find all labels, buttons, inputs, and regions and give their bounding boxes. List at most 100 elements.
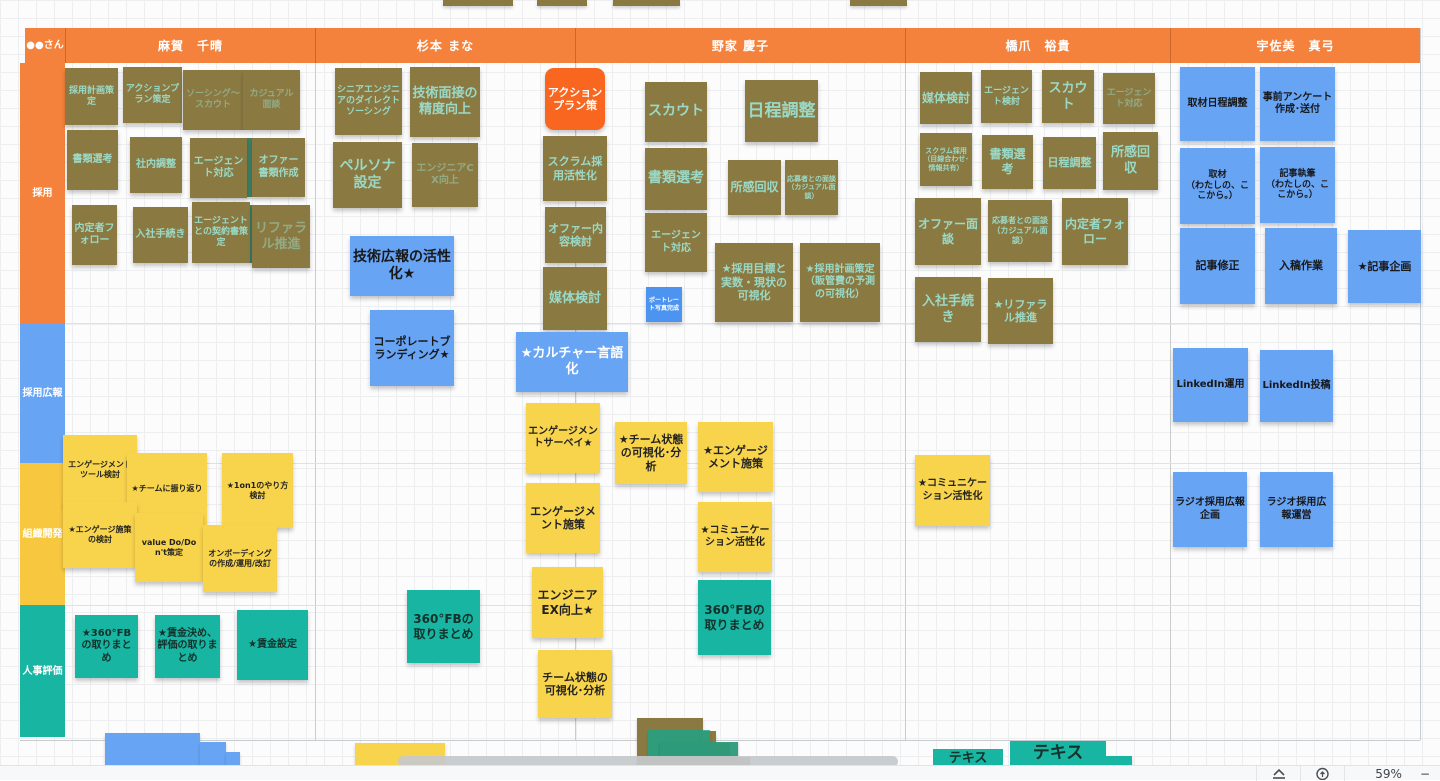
sticky-note[interactable]: ★記事企画 — [1348, 230, 1421, 303]
sticky-note[interactable]: 応募者との面談（カジュアル面談） — [785, 160, 838, 215]
sticky-note[interactable]: LinkedIn運用 — [1173, 348, 1248, 422]
locate-icon[interactable] — [1300, 766, 1344, 781]
sticky-note[interactable]: エージェントとの契約書策定 — [192, 202, 250, 263]
row-label-4[interactable]: 人事評価 — [20, 605, 65, 737]
sticky-note[interactable]: 書類選考 — [67, 130, 118, 190]
partial-note[interactable] — [443, 0, 513, 6]
sticky-note[interactable]: 内定者フォロー — [1062, 198, 1128, 265]
sticky-note[interactable]: エージェント対応 — [190, 138, 247, 198]
sticky-note[interactable]: 日程調整 — [745, 80, 818, 142]
sticky-note[interactable]: 所感回収 — [728, 160, 781, 215]
row-label-2[interactable]: 採用広報 — [20, 323, 65, 463]
sticky-note[interactable]: オファー書類作成 — [252, 138, 305, 197]
sticky-note[interactable]: 媒体検討 — [920, 72, 972, 124]
sticky-note[interactable]: ★採用計画策定（販管費の予測の可視化） — [800, 243, 880, 322]
sticky-note[interactable]: カジュアル面談 — [243, 70, 300, 130]
column-header-1[interactable]: 麻賀 千晴 — [65, 28, 315, 63]
sticky-note[interactable]: ★採用目標と実数・現状の可視化 — [715, 243, 793, 322]
sticky-note[interactable]: 書類選考 — [982, 135, 1033, 189]
sticky-note[interactable]: ★360°FBの取りまとめ — [75, 615, 138, 678]
sticky-note[interactable]: 技術面接の精度向上 — [410, 67, 480, 137]
sticky-note[interactable]: 媒体検討 — [543, 267, 607, 330]
sticky-note[interactable]: 取材 （わたしの、ここから。） — [1180, 148, 1255, 224]
partial-note[interactable] — [105, 733, 200, 765]
sticky-note[interactable]: ポートレート写真完成 — [646, 287, 682, 322]
sticky-note[interactable]: エンジニアEX向上★ — [532, 567, 603, 638]
sticky-note[interactable]: 書類選考 — [645, 148, 707, 210]
sticky-note[interactable]: シニアエンジニアのダイレクトソーシング — [335, 68, 402, 135]
sticky-note[interactable]: ★1on1のやり方検討 — [222, 453, 293, 528]
sticky-note[interactable]: アクションプラン策 — [545, 68, 605, 130]
sticky-note[interactable]: スカウト — [645, 82, 707, 142]
sticky-note[interactable]: ★コミュニケーション活性化 — [915, 455, 990, 526]
sticky-note[interactable]: エージェント対応 — [1103, 73, 1155, 124]
partial-note[interactable] — [200, 742, 226, 765]
sticky-note[interactable]: エンゲージメントサーベイ★ — [526, 403, 600, 473]
sticky-note[interactable]: ★カルチャー言語化 — [516, 332, 628, 392]
partial-note[interactable] — [245, 138, 252, 197]
sticky-note[interactable]: チーム状態の可視化･分析 — [538, 650, 612, 718]
zoom-level[interactable]: 59% — [1375, 767, 1402, 781]
sticky-note[interactable]: ★エンゲージメント施策 — [698, 422, 773, 492]
row-label-3[interactable]: 組織開発 — [20, 463, 65, 605]
matrix-owner-cell[interactable]: ●●さん — [25, 28, 65, 63]
sticky-note[interactable]: ★賃金決め、評価の取りまとめ — [155, 615, 220, 678]
partial-note[interactable] — [850, 0, 907, 6]
column-header-3[interactable]: 野家 慶子 — [575, 28, 905, 63]
sticky-note[interactable]: 360°FBの取りまとめ — [407, 590, 480, 663]
sticky-note[interactable]: スクラム採用（目線合わせ･情報共有） — [920, 133, 972, 186]
sticky-note[interactable]: アクションプラン策定 — [123, 67, 182, 123]
sticky-note[interactable]: 日程調整 — [1043, 137, 1096, 189]
sticky-note[interactable]: 社内調整 — [130, 137, 182, 193]
zoom-out-button[interactable]: − — [1419, 767, 1430, 781]
sticky-note[interactable]: ★チーム状態の可視化･分析 — [615, 422, 687, 484]
partial-note[interactable] — [226, 752, 240, 765]
sticky-note[interactable]: 入社手続き — [915, 277, 981, 342]
row-label-1[interactable]: 採用 — [20, 63, 65, 323]
sticky-note[interactable]: エンジニアCX向上 — [412, 143, 478, 207]
sticky-note[interactable]: リファラル推進 — [252, 205, 310, 268]
sticky-note[interactable]: value Do/Don't策定 — [135, 513, 203, 582]
sticky-note[interactable]: 事前アンケート作成･送付 — [1260, 67, 1335, 141]
sticky-note[interactable]: LinkedIn投稿 — [1260, 350, 1333, 422]
sticky-note[interactable]: オンボーディングの作成/運用/改訂 — [203, 525, 277, 592]
sticky-note[interactable]: 入稿作業 — [1265, 228, 1337, 304]
partial-note[interactable] — [613, 0, 680, 6]
sticky-note[interactable]: コーポレートブランディング★ — [370, 310, 454, 386]
sticky-note[interactable]: オファー面談 — [915, 198, 981, 265]
sticky-note[interactable]: ★リファラル推進 — [988, 278, 1053, 344]
sticky-note[interactable]: テキス — [933, 749, 1003, 765]
sticky-note[interactable]: エンゲージメント施策 — [526, 483, 600, 553]
sticky-note[interactable]: ラジオ採用広報運営 — [1260, 472, 1333, 547]
sticky-note[interactable]: 内定者フォロー — [72, 205, 117, 265]
sticky-note[interactable]: ★エンゲージ施策の検討 — [63, 502, 137, 568]
column-header-2[interactable]: 杉本 まな — [315, 28, 575, 63]
export-icon[interactable] — [1256, 766, 1300, 781]
partial-note[interactable] — [1092, 756, 1132, 766]
column-header-5[interactable]: 宇佐美 真弓 — [1170, 28, 1420, 63]
sticky-note[interactable]: 記事執筆 （わたしの、ここから。） — [1260, 147, 1335, 223]
sticky-note[interactable]: 記事修正 — [1180, 228, 1255, 304]
sticky-note[interactable]: ★コミュニケーション活性化 — [698, 502, 772, 572]
sticky-note[interactable]: 入社手続き — [133, 207, 188, 263]
horizontal-scrollbar[interactable] — [398, 756, 898, 767]
sticky-note[interactable]: ラジオ採用広報企画 — [1173, 472, 1247, 547]
sticky-note[interactable]: オファー内容検討 — [545, 207, 606, 263]
sticky-note[interactable]: ソーシング〜スカウト — [183, 70, 243, 130]
sticky-note[interactable]: 採用計画策定 — [65, 68, 118, 125]
sticky-note[interactable]: エージェント対応 — [645, 213, 707, 272]
sticky-note[interactable]: スカウト — [1042, 70, 1094, 123]
sticky-note[interactable]: 所感回収 — [1103, 132, 1158, 190]
sticky-note[interactable]: 技術広報の活性化★ — [350, 236, 454, 296]
sticky-note[interactable]: ペルソナ設定 — [333, 142, 402, 208]
sticky-note[interactable]: ★賃金設定 — [237, 610, 308, 680]
sticky-note[interactable]: 応募者との面談（カジュアル面談） — [988, 200, 1052, 262]
sticky-note[interactable]: エージェント検討 — [981, 70, 1032, 123]
sticky-note[interactable]: 360°FBの取りまとめ — [698, 580, 771, 655]
sticky-note[interactable]: エンゲージメントツール検討 — [63, 435, 137, 505]
sticky-note[interactable]: 取材日程調整 — [1180, 67, 1255, 141]
sticky-note[interactable]: テキス — [1010, 741, 1106, 765]
column-header-4[interactable]: 橋爪 裕貴 — [905, 28, 1170, 63]
partial-note[interactable] — [537, 0, 587, 6]
